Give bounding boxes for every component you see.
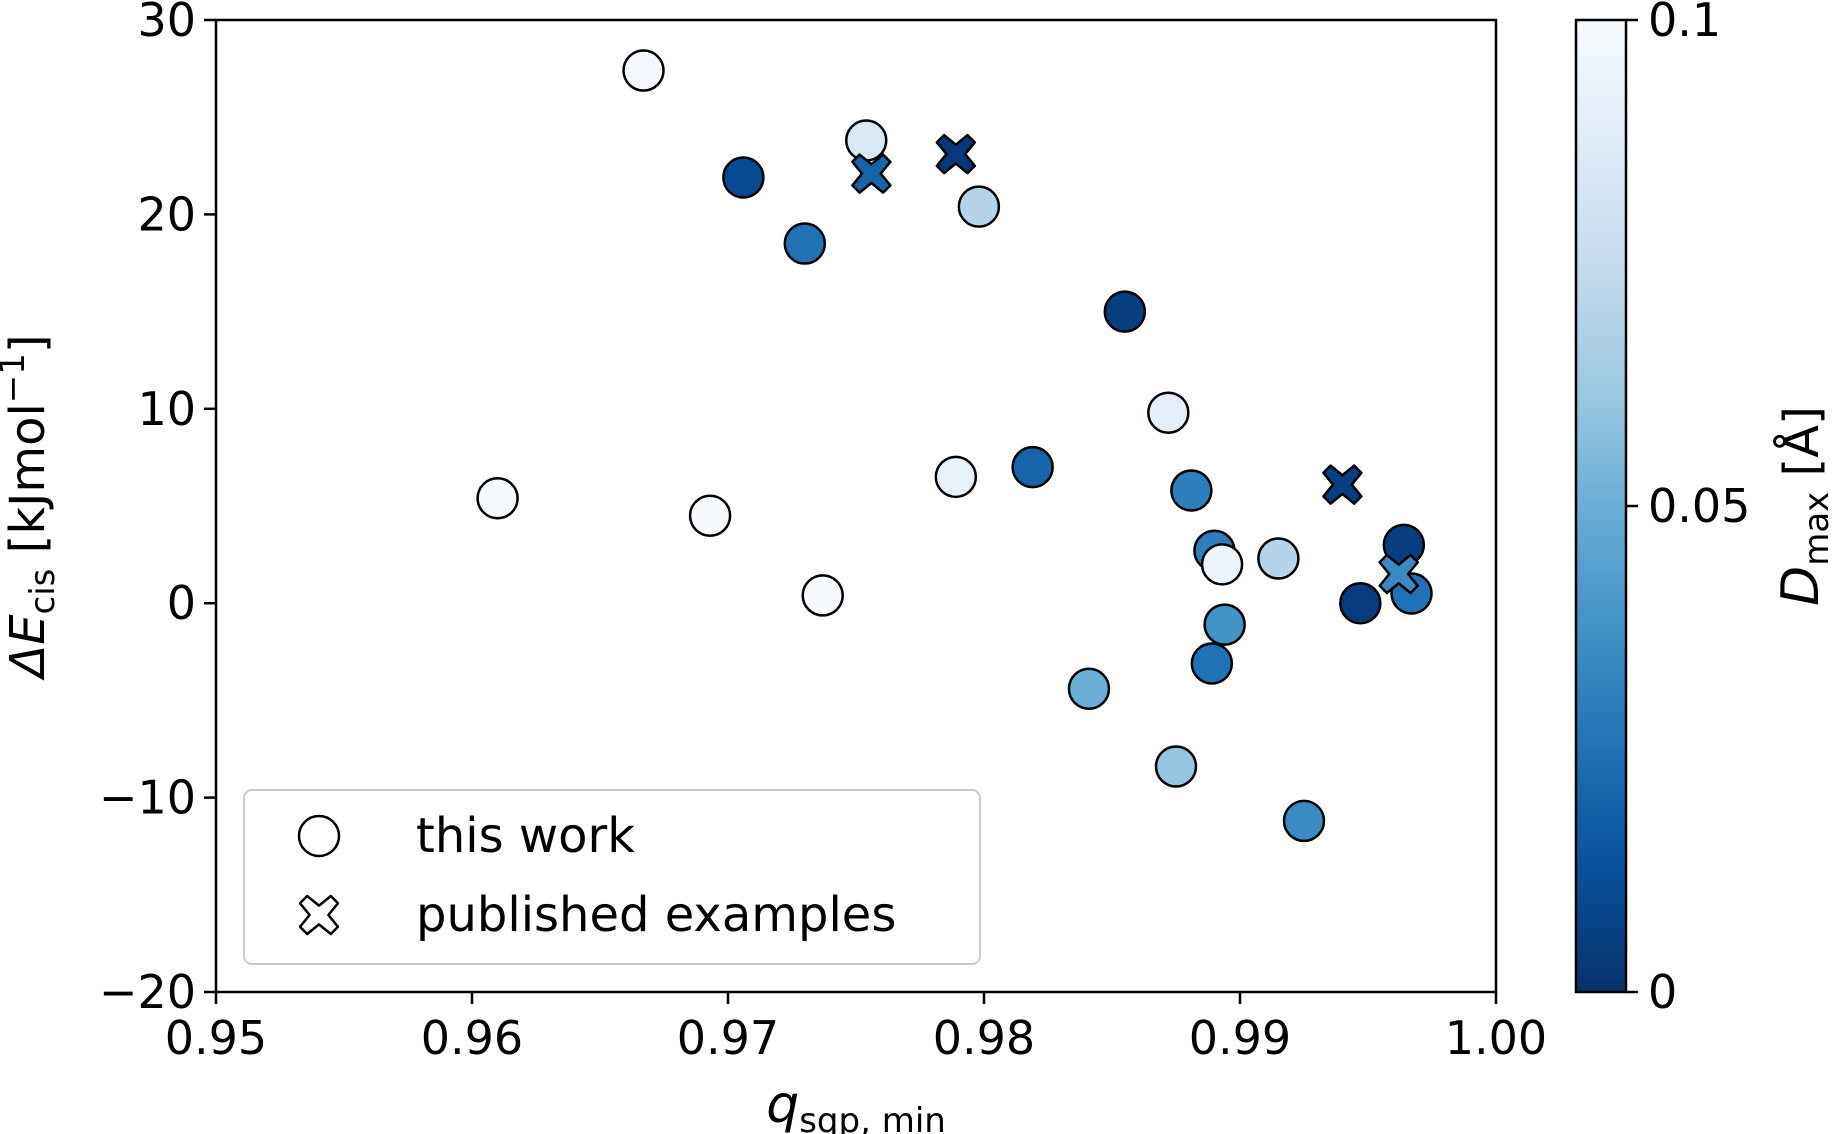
- legend-label-published-examples: published examples: [416, 887, 896, 943]
- published-example-point-0: [935, 133, 977, 175]
- this-work-point-23: [1282, 799, 1326, 843]
- this-work-point-19: [1203, 603, 1246, 646]
- colorbar-label: Dmax [Å]: [1771, 406, 1837, 606]
- this-work-point-5: [1103, 290, 1147, 333]
- x-tick-label-5: 1.00: [1445, 1011, 1547, 1065]
- y-axis-label-sup: −1: [0, 353, 33, 403]
- colorbar-label-unit: [Å]: [1773, 406, 1830, 476]
- y-tick-label-4: 20: [137, 187, 196, 241]
- plot-frame: [214, 18, 1498, 994]
- this-work-point-1: [844, 119, 888, 162]
- y-axis-label-close: ]: [0, 334, 56, 353]
- legend-label-this-work: this work: [416, 808, 635, 864]
- colorbar-gradient: [1574, 18, 1628, 994]
- this-work-point-14: [1257, 537, 1300, 580]
- this-work-point-22: [1154, 745, 1198, 788]
- published-example-point-3: [1378, 553, 1419, 595]
- this-work-point-15: [1200, 543, 1244, 586]
- legend-marker-this-work: [297, 814, 341, 858]
- this-work-point-4: [783, 222, 827, 265]
- this-work-point-8: [934, 455, 978, 499]
- this-work-point-21: [1067, 667, 1111, 710]
- y-tick-label-2: 0: [167, 576, 196, 630]
- legend-marker-published-examples: [298, 894, 340, 936]
- colorbar-label-main: D: [1771, 566, 1831, 606]
- x-axis-label: qsqp, min: [766, 1075, 946, 1134]
- x-axis-label-sub: sqp, min: [799, 1101, 946, 1134]
- this-work-point-3: [957, 185, 1001, 228]
- y-tick-label-3: 10: [137, 382, 196, 436]
- published-example-point-2: [1322, 464, 1363, 505]
- this-work-point-9: [1170, 469, 1213, 512]
- y-tick-label-1: −10: [99, 771, 196, 825]
- y-tick-label-5: 30: [137, 0, 196, 47]
- this-work-point-17: [801, 574, 844, 617]
- this-work-point-7: [1011, 445, 1054, 489]
- legend-cross-icon: [298, 894, 340, 936]
- colorbar-tick-label-1: 0.05: [1648, 479, 1750, 533]
- this-work-point-11: [688, 494, 732, 537]
- legend: this work published examples: [243, 789, 981, 965]
- x-tick-label-2: 0.97: [677, 1011, 779, 1065]
- x-tick-label-1: 0.96: [421, 1011, 523, 1065]
- published-example-point-1: [851, 153, 892, 194]
- this-work-point-20: [1190, 642, 1234, 685]
- x-axis-label-main: q: [766, 1075, 799, 1134]
- this-work-point-6: [1147, 391, 1190, 434]
- y-axis: −20 −10 0 10 20 30: [99, 0, 216, 1019]
- legend-box: [243, 789, 981, 965]
- legend-circle-icon: [297, 814, 341, 858]
- colorbar-ticks: 0 0.05 0.1: [1626, 0, 1750, 1019]
- this-work-point-10: [476, 476, 519, 520]
- colorbar-label-sub: max: [1797, 492, 1837, 566]
- y-axis-label-sub: cis: [23, 569, 63, 615]
- x-tick-label-4: 0.99: [1189, 1011, 1291, 1065]
- colorbar: 0 0.05 0.1 Dmax [Å]: [1574, 0, 1837, 1019]
- x-axis: 0.95 0.96 0.97 0.98 0.99 1.00: [165, 992, 1547, 1065]
- x-tick-label-3: 0.98: [933, 1011, 1035, 1065]
- this-work-point-2: [722, 156, 765, 199]
- this-work-point-18: [1339, 581, 1382, 625]
- colorbar-tick-label-0: 0: [1648, 965, 1677, 1019]
- this-work-point-0: [622, 49, 665, 92]
- data-points: [476, 49, 1433, 843]
- colorbar-tick-label-2: 0.1: [1648, 0, 1721, 47]
- y-axis-label: ΔEcis [kJmol−1]: [0, 334, 63, 681]
- y-axis-label-unit: [kJmol: [0, 403, 56, 553]
- x-tick-label-0: 0.95: [165, 1011, 267, 1065]
- y-tick-label-0: −20: [99, 965, 196, 1019]
- y-axis-label-prefix: ΔE: [0, 614, 56, 682]
